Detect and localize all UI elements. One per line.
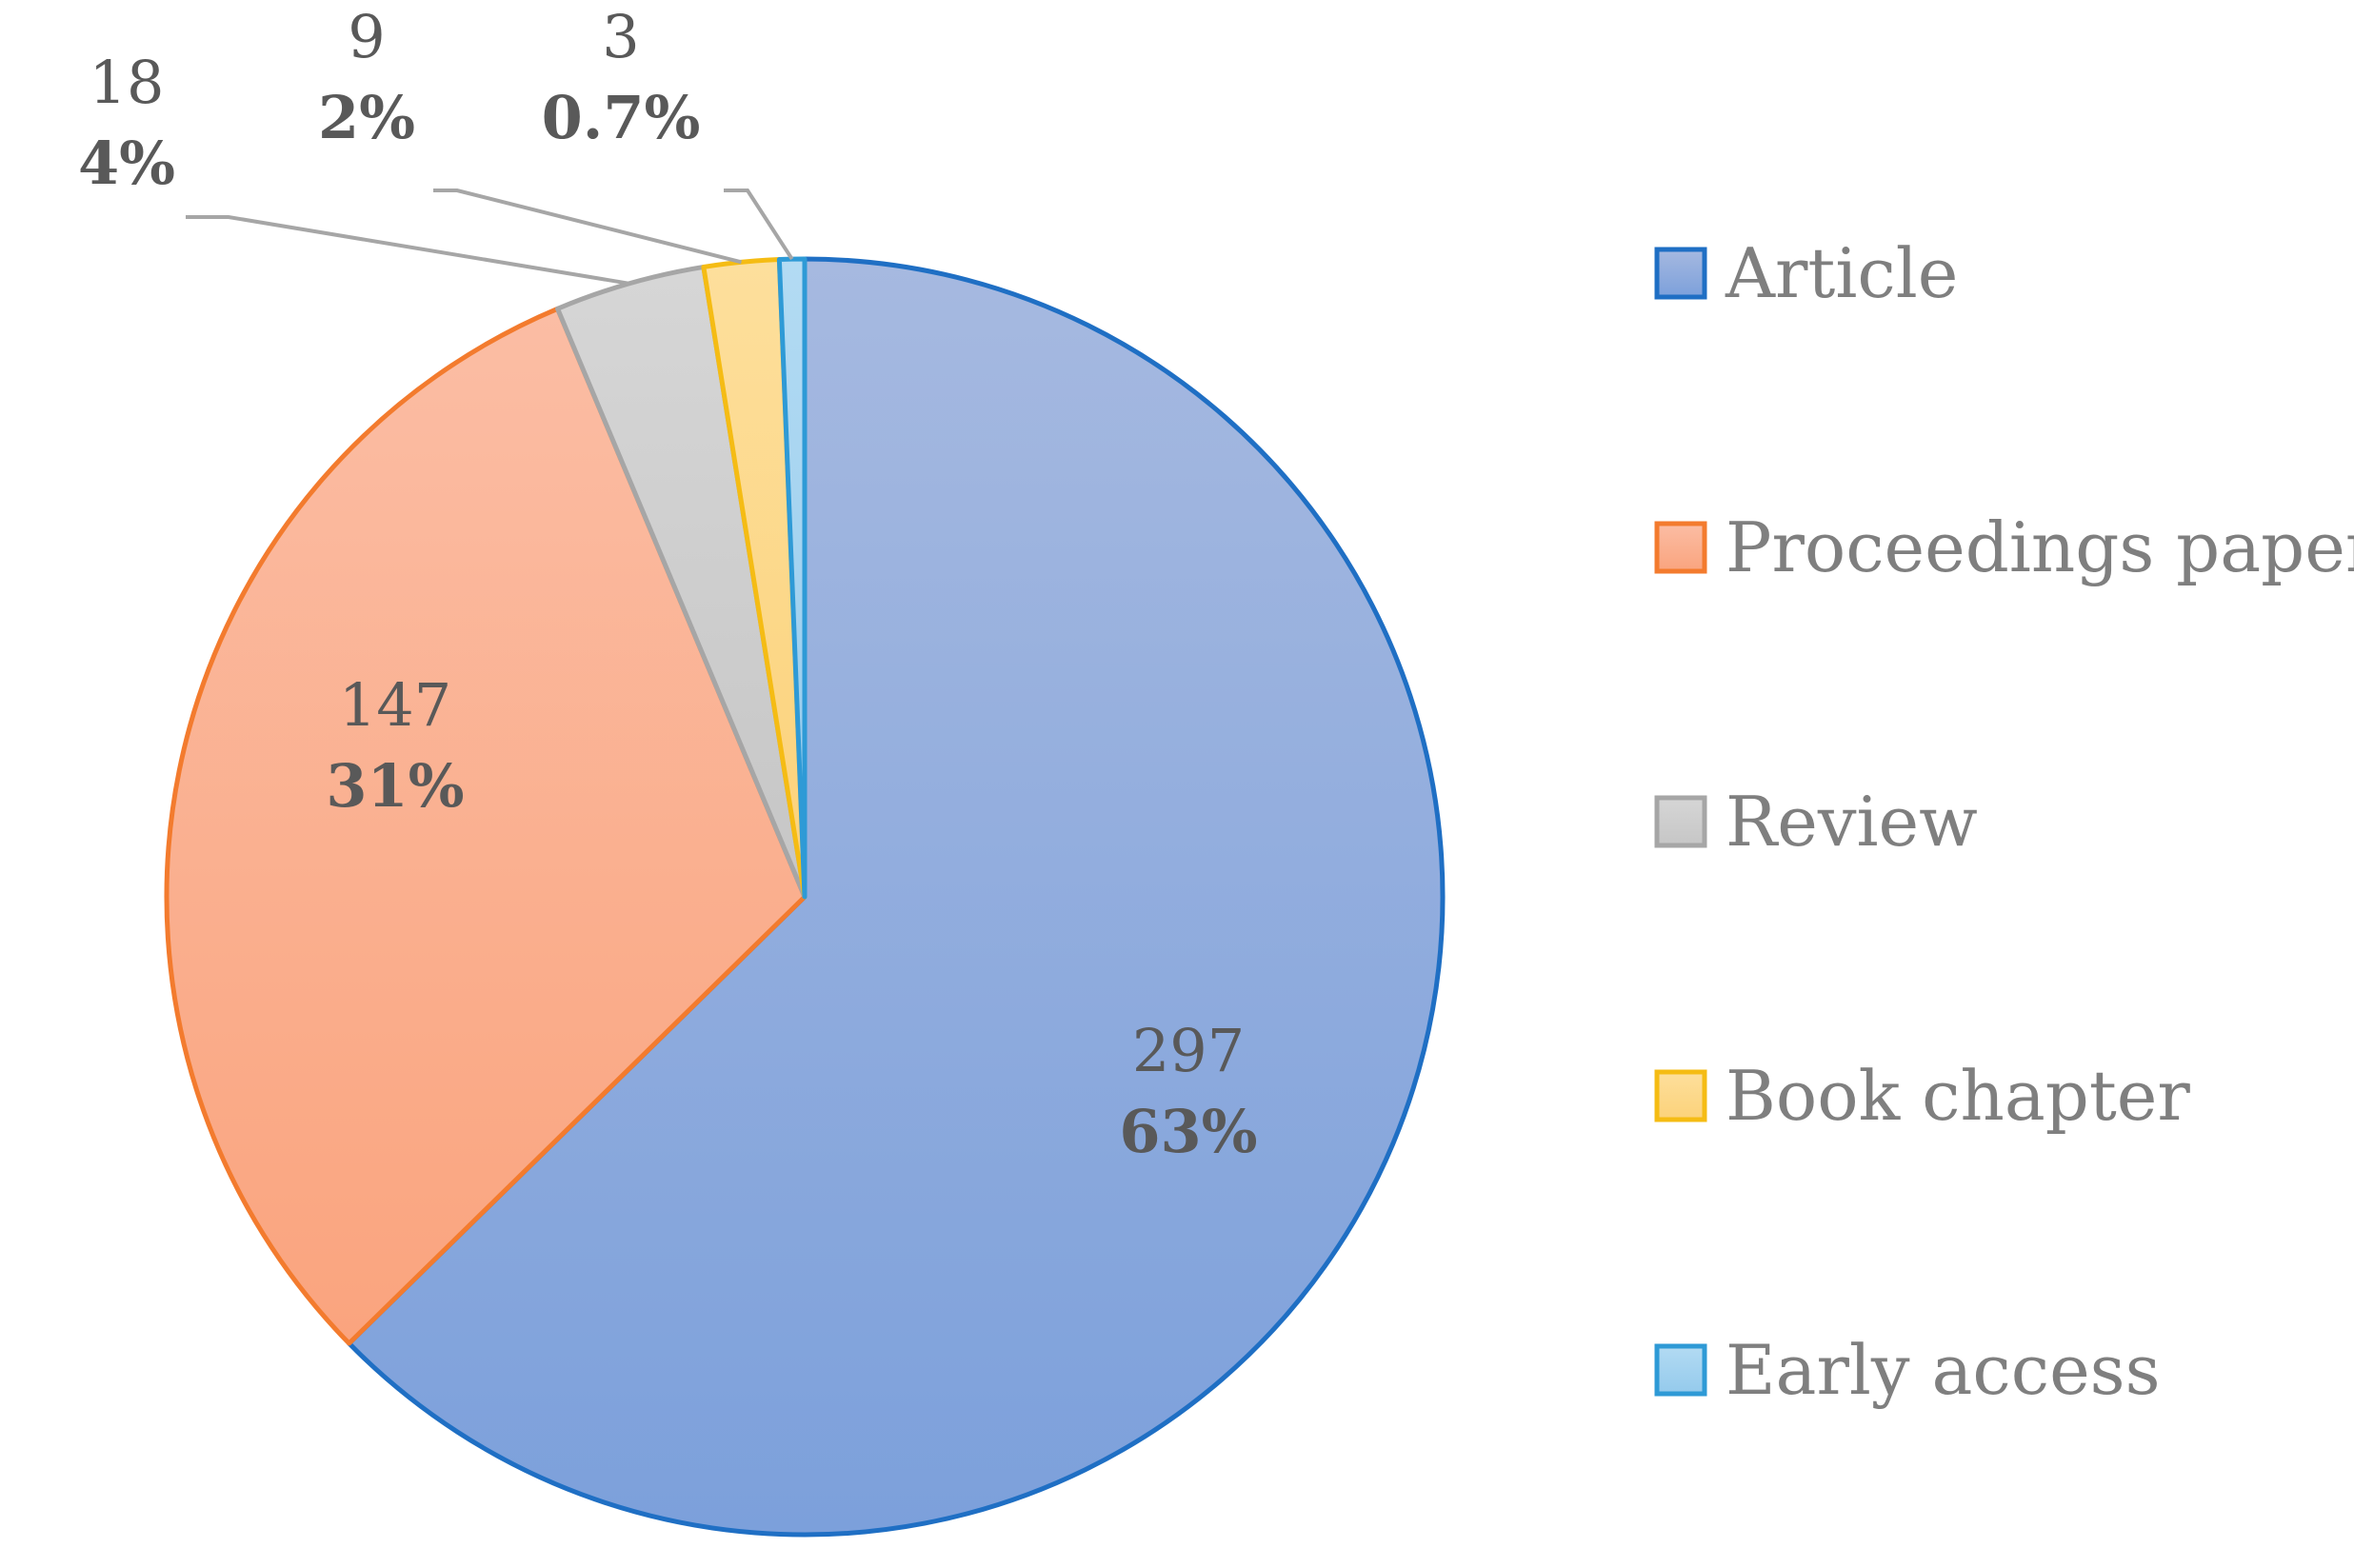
leader-line-book-chapter — [433, 189, 742, 265]
legend: Article Proceedings paper Review Book chapt… — [1654, 233, 2354, 1410]
pie-slice-article — [347, 256, 1446, 1538]
data-labels: 297 63% 147 31% 18 4% 9 2% 3 0.7% — [78, 2, 1258, 1166]
legend-label-review: Review — [1726, 782, 1978, 862]
data-label-count-early-access: 3 — [602, 2, 639, 71]
leader-line-review — [186, 215, 630, 286]
legend-label-book-chapter: Book chapter — [1726, 1056, 2190, 1136]
legend-item-proceedings-paper: Proceedings paper — [1654, 507, 2354, 587]
data-label-count-book-chapter: 9 — [348, 2, 385, 71]
pie-slice-early-access — [776, 256, 808, 900]
data-label-percent-proceedings-paper: 31% — [326, 751, 464, 821]
legend-swatch-review — [1654, 795, 1707, 848]
legend-item-article: Article — [1654, 233, 1958, 313]
data-label-percent-book-chapter: 2% — [318, 83, 415, 152]
data-label-percent-article: 63% — [1119, 1097, 1257, 1166]
data-label-percent-early-access: 0.7% — [542, 83, 701, 152]
legend-swatch-early-access — [1654, 1343, 1707, 1397]
legend-label-article: Article — [1725, 233, 1958, 313]
legend-item-early-access: Early access — [1654, 1330, 2161, 1410]
pie-slice-proceedings-paper — [164, 306, 808, 1346]
pie-slices — [164, 256, 1446, 1538]
legend-swatch-article — [1654, 247, 1707, 300]
data-label-percent-review: 4% — [78, 129, 175, 198]
data-label-count-review: 18 — [90, 48, 165, 117]
legend-item-book-chapter: Book chapter — [1654, 1056, 2190, 1136]
leader-line-early-access — [724, 189, 794, 261]
data-label-count-proceedings-paper: 147 — [339, 670, 451, 740]
leader-lines — [186, 189, 794, 286]
legend-item-review: Review — [1654, 782, 1978, 862]
data-label-count-article: 297 — [1132, 1016, 1245, 1085]
legend-swatch-proceedings-paper — [1654, 521, 1707, 574]
legend-label-early-access: Early access — [1726, 1330, 2161, 1410]
legend-label-proceedings-paper: Proceedings paper — [1726, 507, 2354, 587]
legend-swatch-book-chapter — [1654, 1069, 1707, 1122]
